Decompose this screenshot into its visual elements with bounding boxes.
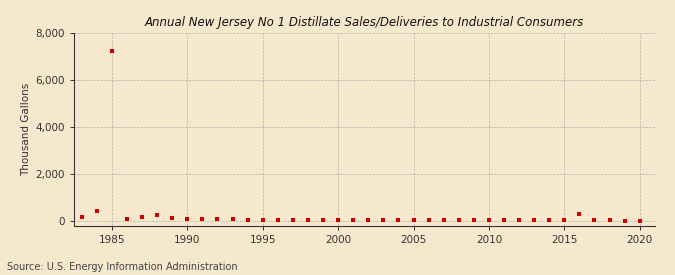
Point (273, 217, 284, 222)
Point (92, 209, 103, 213)
Point (152, 213, 163, 218)
Point (318, 218, 329, 222)
Point (544, 218, 555, 222)
Point (438, 218, 449, 222)
Point (107, 48, 117, 53)
Text: Source: U.S. Energy Information Administration: Source: U.S. Energy Information Administ… (7, 262, 238, 272)
Point (619, 218, 630, 223)
Point (408, 218, 419, 222)
Point (348, 218, 358, 222)
Point (454, 218, 464, 222)
Point (514, 218, 524, 222)
Point (378, 218, 389, 222)
Point (559, 218, 570, 222)
Point (257, 218, 268, 222)
Point (589, 218, 600, 222)
Point (137, 215, 148, 219)
Point (468, 218, 479, 222)
Title: Annual New Jersey No 1 Distillate Sales/Deliveries to Industrial Consumers: Annual New Jersey No 1 Distillate Sales/… (145, 16, 584, 29)
Point (634, 218, 645, 223)
Point (197, 216, 208, 221)
Point (167, 216, 178, 221)
Point (393, 218, 404, 222)
Y-axis label: Thousand Gallons: Thousand Gallons (22, 82, 32, 176)
Point (529, 218, 539, 222)
Point (499, 218, 510, 222)
Point (288, 218, 298, 222)
Point (423, 218, 434, 222)
Point (483, 218, 494, 222)
Point (227, 217, 238, 221)
Point (604, 218, 615, 222)
Point (242, 217, 253, 222)
Point (363, 218, 374, 222)
Point (212, 217, 223, 222)
Point (76, 215, 87, 219)
Point (302, 218, 313, 222)
Point (333, 218, 344, 222)
Point (574, 212, 585, 216)
Point (182, 217, 193, 221)
Point (122, 217, 132, 221)
